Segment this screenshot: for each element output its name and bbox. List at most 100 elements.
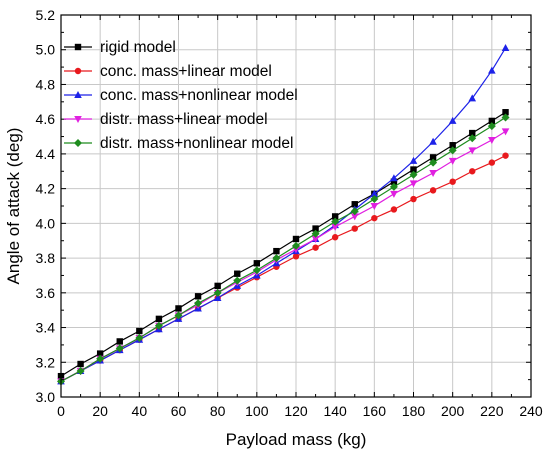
data-point	[487, 122, 496, 131]
data-point	[292, 241, 300, 250]
data-point	[350, 207, 359, 216]
data-point	[74, 91, 82, 98]
data-point	[194, 299, 203, 308]
x-tick-label: 240	[519, 403, 543, 419]
axis-ticks: 0 20 40 60 80 100 120 140 160 180 200 220 240 3.0 3.2 3…	[36, 7, 543, 419]
data-point	[370, 195, 379, 204]
data-point	[410, 195, 417, 203]
data-point	[213, 288, 222, 297]
data-point	[409, 170, 418, 179]
x-tick-label: 80	[210, 403, 226, 419]
data-point	[429, 158, 438, 167]
data-point	[390, 190, 398, 198]
series-line	[60, 116, 506, 382]
data-series	[57, 43, 510, 386]
legend-label: distr. mass+nonlinear model	[100, 135, 293, 152]
data-point	[74, 67, 82, 75]
data-point	[77, 360, 84, 368]
x-tick-label: 220	[480, 403, 504, 419]
y-tick-label: 5.2	[36, 7, 56, 23]
y-tick-label: 3.8	[36, 250, 56, 266]
data-point	[502, 109, 509, 116]
y-tick-label: 4.2	[36, 181, 56, 197]
y-tick-label: 4.4	[36, 146, 56, 162]
data-point	[253, 260, 261, 267]
y-tick-label: 4.0	[36, 215, 56, 231]
data-point	[488, 117, 496, 125]
data-point	[76, 366, 85, 375]
data-point	[390, 206, 398, 213]
data-point	[135, 333, 144, 342]
series	[57, 109, 509, 380]
y-tick-label: 3.6	[36, 285, 56, 301]
data-point	[311, 235, 320, 243]
legend-item: distr. mass+nonlinear model	[64, 135, 293, 152]
data-point	[350, 213, 359, 221]
data-point	[96, 354, 105, 363]
data-point	[116, 338, 123, 345]
legend-item: conc. mass+nonlinear model	[64, 87, 298, 104]
x-tick-label: 180	[402, 403, 426, 419]
series-line	[60, 47, 507, 382]
data-point	[155, 315, 163, 323]
data-point	[409, 156, 418, 164]
x-tick-label: 120	[284, 403, 308, 419]
legend-item: conc. mass+linear model	[64, 63, 272, 80]
data-point	[174, 311, 183, 320]
data-point	[468, 147, 477, 155]
data-point	[331, 234, 339, 241]
data-point	[390, 178, 398, 185]
series-line	[60, 155, 506, 382]
x-tick-label: 40	[132, 403, 148, 419]
data-point	[370, 203, 379, 210]
legend-item: rigid model	[64, 39, 176, 56]
data-point	[449, 178, 456, 185]
series	[57, 113, 510, 386]
data-point	[233, 276, 242, 285]
x-tick-label: 140	[323, 403, 347, 419]
x-tick-label: 100	[245, 403, 269, 419]
data-point	[351, 225, 358, 232]
data-point	[331, 213, 339, 220]
data-point	[488, 159, 496, 166]
x-axis-label: Payload mass (kg)	[226, 430, 367, 449]
legend-label: conc. mass+nonlinear model	[100, 87, 298, 104]
data-point	[501, 43, 510, 51]
data-point	[429, 137, 437, 145]
data-point	[331, 217, 340, 226]
data-point	[501, 113, 510, 122]
y-tick-label: 4.8	[36, 76, 56, 92]
x-tick-label: 60	[171, 403, 187, 419]
data-point	[488, 66, 496, 74]
data-point	[331, 223, 339, 231]
y-tick-label: 4.6	[36, 111, 56, 127]
data-point	[74, 116, 82, 123]
data-point	[252, 266, 261, 275]
legend: rigid model conc. mass+linear model conc. …	[64, 39, 298, 152]
legend-label: distr. mass+linear model	[100, 111, 268, 128]
data-point	[410, 166, 417, 173]
grid-lines	[61, 15, 531, 397]
series	[57, 152, 509, 385]
data-point	[409, 180, 418, 188]
y-tick-label: 5.0	[36, 42, 56, 58]
x-tick-label: 0	[57, 403, 65, 419]
data-point	[371, 214, 378, 222]
data-point	[272, 254, 281, 263]
data-point	[273, 247, 280, 255]
x-tick-label: 20	[92, 403, 108, 419]
data-point	[429, 187, 437, 194]
data-point	[469, 168, 476, 175]
legend-item: distr. mass+linear model	[64, 111, 268, 128]
data-point	[154, 321, 163, 330]
data-point	[194, 293, 202, 300]
data-point	[96, 350, 104, 357]
x-tick-label: 200	[441, 403, 465, 419]
data-point	[429, 154, 437, 161]
y-tick-label: 3.4	[36, 320, 56, 336]
data-point	[429, 170, 437, 178]
data-point	[292, 253, 300, 260]
data-point	[214, 282, 221, 290]
data-point	[213, 294, 222, 302]
